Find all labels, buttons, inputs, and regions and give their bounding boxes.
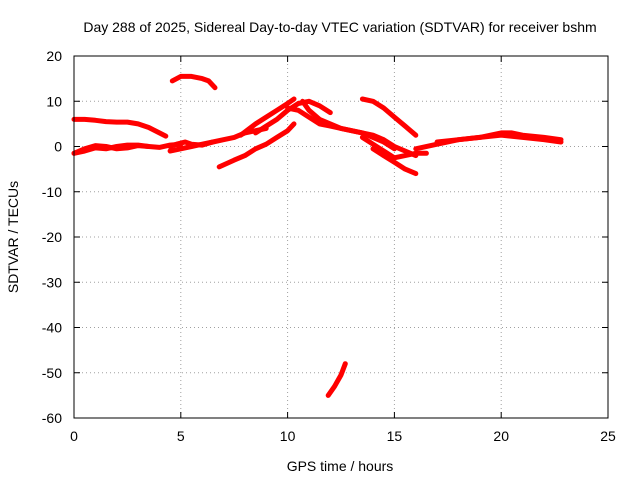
grid — [74, 56, 608, 418]
data-series-arc-01 — [71, 116, 169, 139]
y-tick-label: -50 — [42, 365, 62, 381]
data-series-arc-13 — [359, 134, 429, 161]
y-axis-label: SDTVAR / TECUs — [5, 181, 21, 293]
y-tick-label: 10 — [46, 93, 62, 109]
data-series-arc-08 — [238, 96, 297, 138]
data-series-arc-12 — [359, 96, 419, 138]
data-series-arc-04 — [167, 125, 269, 154]
axis-ticks: 0 5 10 15 20 25 20 10 0 -10 -20 -30 -40 -50 -60 — [42, 48, 616, 444]
data-series-arc-03 — [71, 143, 152, 156]
x-axis-label: GPS time / hours — [287, 458, 394, 474]
y-tick-label: -20 — [42, 229, 62, 245]
x-tick-label: 25 — [600, 428, 616, 444]
y-tick-label: -10 — [42, 184, 62, 200]
data-series-arc-14 — [370, 146, 419, 177]
chart-title: Day 288 of 2025, Sidereal Day-to-day VTE… — [83, 19, 596, 35]
y-tick-label: -60 — [42, 410, 62, 426]
x-tick-label: 10 — [280, 428, 296, 444]
x-tick-label: 15 — [387, 428, 403, 444]
data-series-arc-05 — [167, 139, 216, 149]
x-tick-label: 5 — [177, 428, 185, 444]
data-series-arc-16 — [434, 132, 564, 145]
x-tick-label: 0 — [70, 428, 78, 444]
data-series-arc-11 — [300, 98, 419, 159]
data-series-arc-17 — [325, 361, 348, 398]
y-tick-label: 20 — [46, 48, 62, 64]
data-series-group — [71, 73, 564, 398]
data-series-arc-07 — [216, 121, 297, 170]
data-series-arc-06 — [169, 73, 218, 91]
y-tick-label: -30 — [42, 274, 62, 290]
x-tick-label: 20 — [493, 428, 509, 444]
y-tick-label: 0 — [54, 139, 62, 155]
y-tick-label: -40 — [42, 320, 62, 336]
